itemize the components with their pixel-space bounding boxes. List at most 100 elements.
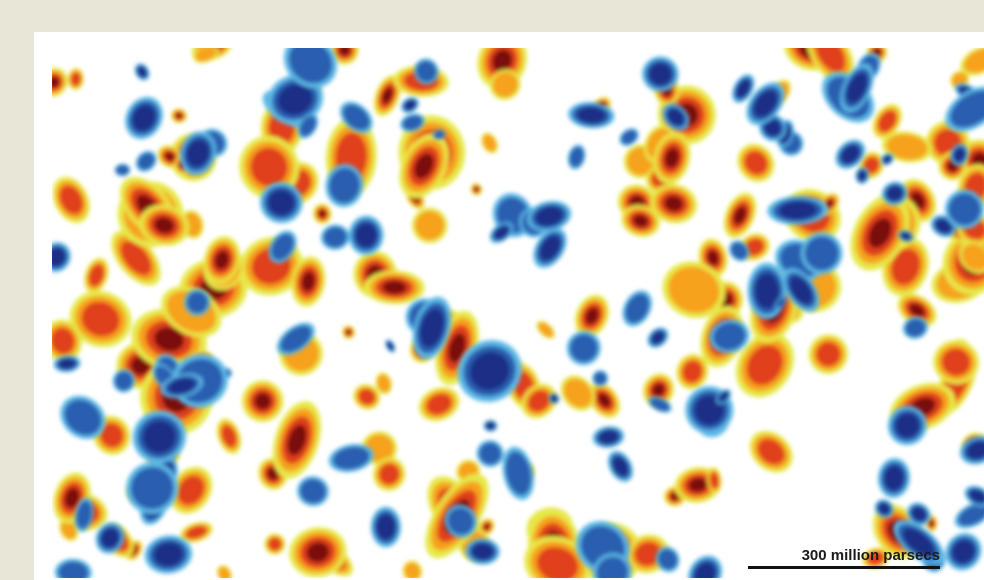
scale-bar-line: [748, 566, 940, 569]
underdensity-blob-contour: [754, 273, 780, 309]
overdensity-blob: [119, 176, 175, 236]
underdensity-blob: [774, 296, 787, 310]
density-map-image: [52, 48, 984, 578]
overdensity-blob: [897, 293, 937, 327]
underdensity-blob-contour: [402, 115, 423, 131]
overdensity-blob-contour: [688, 477, 708, 493]
overdensity-blob: [958, 240, 984, 274]
overdensity-blob-contour: [426, 393, 452, 415]
underdensity-blob: [125, 96, 163, 140]
underdensity-blob: [898, 230, 914, 242]
underdensity-blob-contour: [137, 66, 147, 78]
underdensity-blob-contour: [114, 371, 134, 391]
underdensity-blob-contour: [116, 164, 129, 176]
underdensity-blob: [184, 289, 211, 316]
underdensity-blob-contour: [486, 422, 495, 430]
overdensity-blob-contour: [358, 388, 376, 405]
underdensity-blob-contour: [569, 146, 584, 168]
underdensity-blob-contour: [576, 107, 606, 124]
overdensity-blob: [470, 183, 483, 196]
underdensity-blob: [527, 200, 572, 232]
underdensity-blob-contour: [342, 104, 370, 131]
underdensity-blob-contour: [132, 104, 156, 132]
overdensity-blob-contour: [382, 280, 407, 295]
underdensity-blob-contour: [299, 478, 327, 504]
underdensity-blob-contour: [419, 308, 445, 348]
overdensity-blob: [67, 68, 84, 91]
underdensity-blob-contour: [130, 466, 174, 510]
scale-bar-label: 300 million parsecs: [801, 547, 940, 564]
overdensity-blob-contour: [218, 566, 231, 578]
underdensity-blob-contour: [911, 506, 927, 522]
underdensity-blob: [457, 340, 522, 403]
overdensity-blob-contour: [338, 48, 351, 56]
underdensity-blob: [132, 410, 187, 464]
underdensity-blob: [622, 290, 653, 327]
overdensity-blob-contour: [536, 546, 579, 578]
overdensity-blob: [850, 195, 910, 271]
underdensity-blob-contour: [268, 189, 295, 216]
underdensity-blob-contour: [277, 84, 313, 116]
underdensity-blob-contour: [153, 542, 184, 567]
underdensity-blob-contour: [593, 371, 607, 385]
underdensity-blob: [567, 144, 586, 170]
overdensity-blob: [707, 467, 722, 494]
underdensity-blob-contour: [948, 193, 981, 226]
underdensity-blob-contour: [649, 63, 672, 86]
underdensity-blob: [840, 63, 874, 113]
overdensity-blob-contour: [379, 463, 400, 485]
underdensity-blob: [348, 215, 384, 256]
overdensity-blob-contour: [733, 206, 747, 225]
underdensity-blob-contour: [895, 413, 920, 438]
underdensity-blob: [144, 535, 193, 574]
underdensity-blob: [874, 499, 894, 519]
underdensity-blob-contour: [753, 90, 778, 117]
underdensity-blob-contour: [376, 514, 396, 540]
overdensity-blob: [723, 192, 757, 238]
underdensity-blob: [432, 129, 446, 140]
overdensity-blob-contour: [815, 48, 846, 73]
underdensity-blob: [893, 519, 945, 565]
overdensity-blob-contour: [709, 472, 719, 489]
underdensity-blob: [647, 327, 669, 348]
overdensity-blob-contour: [81, 301, 120, 337]
underdensity-blob-contour: [355, 223, 377, 248]
overdensity-blob-contour: [377, 374, 391, 393]
overdensity-blob: [313, 203, 332, 224]
underdensity-blob-contour: [804, 236, 839, 271]
overdensity-blob: [375, 372, 392, 395]
overdensity-blob: [84, 257, 109, 294]
overdensity-blob-contour: [254, 392, 272, 410]
overdensity-blob-contour: [528, 390, 551, 412]
overdensity-blob-contour: [483, 523, 490, 530]
overdensity-blob: [241, 380, 284, 423]
overdensity-blob-contour: [153, 327, 185, 352]
overdensity-blob: [676, 353, 709, 390]
underdensity-blob: [74, 497, 94, 532]
overdensity-blob-contour: [951, 72, 968, 88]
underdensity-blob-contour: [846, 72, 868, 104]
overdensity-blob-contour: [214, 250, 230, 270]
underdensity-blob-contour: [901, 232, 911, 240]
overdensity-blob: [521, 383, 557, 419]
underdensity-blob-contour: [651, 331, 665, 344]
underdensity-blob: [259, 182, 303, 224]
underdensity-blob: [592, 553, 632, 578]
density-map: [52, 48, 984, 578]
underdensity-blob-contour: [764, 119, 782, 137]
underdensity-blob-contour: [505, 451, 532, 496]
underdensity-blob-contour: [878, 502, 891, 515]
overdensity-blob-contour: [492, 49, 513, 72]
overdensity-blob-contour: [306, 542, 330, 563]
overdensity-blob-contour: [52, 327, 75, 355]
underdensity-blob: [716, 389, 732, 405]
underdensity-blob: [320, 224, 350, 250]
overdensity-blob: [179, 521, 213, 543]
underdensity-blob-contour: [667, 108, 685, 126]
underdensity-blob: [568, 102, 615, 129]
underdensity-blob-contour: [694, 562, 716, 578]
overdensity-blob: [481, 132, 498, 154]
underdensity-blob: [114, 163, 131, 177]
underdensity-blob: [732, 74, 755, 103]
overdensity-blob-contour: [175, 112, 183, 119]
